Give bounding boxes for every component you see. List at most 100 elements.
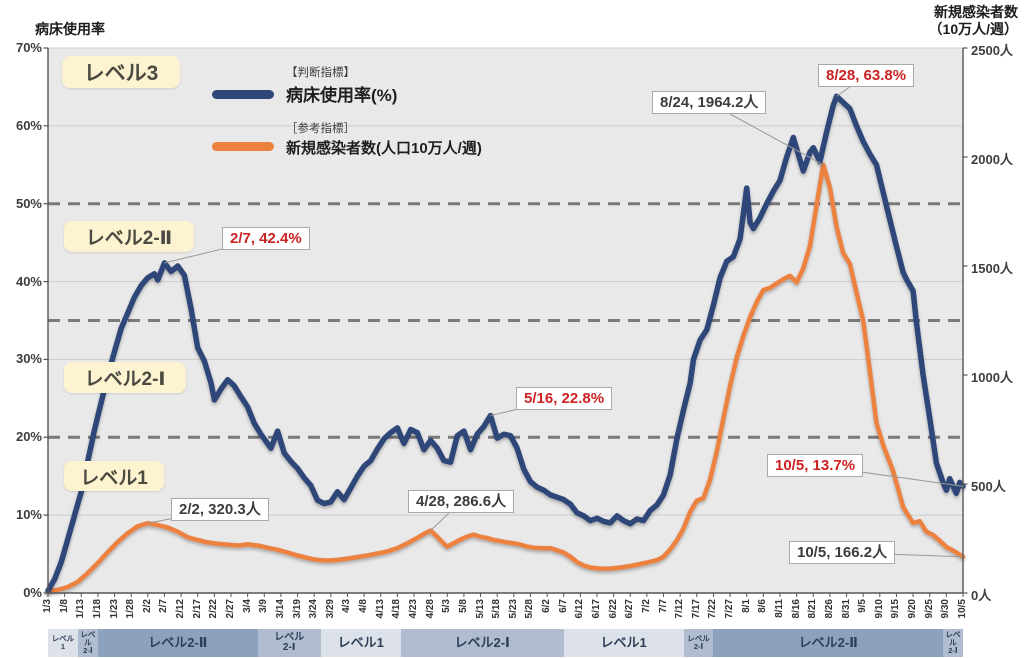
- x-axis-tick-label: 6/22: [607, 599, 619, 619]
- x-axis-tick-label: 6/7: [557, 599, 569, 613]
- x-axis-tick-label: 1/3: [42, 599, 53, 613]
- x-axis-tick-label: 7/7: [657, 599, 669, 613]
- x-axis-tick-label: 3/14: [274, 599, 286, 619]
- x-axis-tick-label: 3/29: [324, 599, 336, 619]
- new-cases-line-swatch: [212, 142, 274, 151]
- legend-bed-usage-label: 病床使用率(%): [286, 86, 398, 105]
- x-axis-tick-label: 5/13: [474, 599, 486, 619]
- annotation-10/5-bed: 10/5, 13.7%: [767, 454, 864, 477]
- x-axis-tick-label: 7/12: [674, 599, 686, 619]
- x-axis-tick-label: 2/7: [158, 599, 170, 613]
- level-band-segment-text: 2-Ⅰ: [693, 642, 704, 651]
- x-axis-tick-label: 9/30: [940, 599, 952, 619]
- x-axis-tick-label: 8/26: [823, 599, 835, 619]
- right-axis-title-line2: （10万人/週）: [928, 20, 1018, 37]
- x-axis-tick-label: 2/2: [141, 599, 153, 613]
- level-band-segment-text: 1: [60, 642, 66, 651]
- x-axis-tick-label: 1/18: [91, 599, 103, 619]
- annotation-leader-2/2: [147, 518, 172, 524]
- x-axis-tick-label: 9/15: [890, 599, 902, 619]
- bed-usage-line-swatch: [212, 90, 274, 99]
- left-axis-tick-label: 0%: [23, 585, 42, 600]
- x-axis-tick-label: 1/28: [125, 599, 137, 619]
- x-axis-tick-label: 1/8: [58, 599, 70, 613]
- level-band-segment-レベル2-Ⅱ: レベル2-Ⅱ: [713, 629, 944, 657]
- legend-item-new-cases: ［参考指標］ 新規感染者数(人口10万人/週): [212, 120, 482, 158]
- level-label-レベル2-Ⅱ: レベル2-Ⅱ: [64, 221, 194, 252]
- level-band-segment-text: レベル: [274, 631, 305, 643]
- legend-item-bed-usage: 【判断指標】 病床使用率(%): [212, 64, 482, 106]
- annotation-4/28-inf: 4/28, 286.6人: [408, 490, 515, 513]
- x-axis-tick-label: 2/22: [208, 599, 220, 619]
- x-axis-tick-label: 6/17: [591, 599, 602, 619]
- x-axis-tick-label: 7/22: [707, 599, 719, 619]
- x-axis-tick-label: 4/28: [424, 599, 436, 619]
- x-axis-tick-label: 7/17: [690, 599, 702, 619]
- x-axis-tick-label: 4/3: [341, 599, 353, 613]
- x-axis-tick-label: 6/27: [624, 599, 636, 619]
- level-band-segment-text: 2-Ⅰ: [948, 645, 958, 655]
- x-axis-tick-label: 3/19: [291, 599, 303, 619]
- x-axis-tick-label: 4/13: [374, 599, 386, 619]
- left-axis-tick-label: 70%: [15, 40, 42, 55]
- right-axis-title-line1: 新規感染者数: [934, 4, 1018, 20]
- legend-new-cases-tag: ［参考指標］: [286, 123, 355, 135]
- annotation-10/5-inf: 10/5, 166.2人: [789, 541, 896, 564]
- x-axis-tick-label: 9/25: [923, 599, 935, 619]
- left-axis-tick-label: 60%: [15, 117, 42, 133]
- level-band-segment-text: レベル: [945, 630, 961, 648]
- x-axis-tick-label: 1/23: [108, 599, 120, 619]
- left-axis-tick-label: 50%: [15, 195, 42, 211]
- new-cases-line: [45, 162, 966, 594]
- x-axis-tick-label: 8/21: [807, 599, 819, 619]
- level-band-segment-text: レベル: [80, 630, 96, 648]
- level-label-レベル3: レベル3: [62, 56, 180, 88]
- x-axis-tick-label: 5/3: [441, 599, 453, 613]
- annotation-leader-10/5: [862, 471, 964, 487]
- level-label-レベル1: レベル1: [64, 461, 164, 491]
- level-band-segment-text: 2-Ⅰ: [83, 645, 93, 655]
- level-band-segment-text: レベル: [687, 634, 710, 644]
- right-axis-title: 新規感染者数 （10万人/週）: [929, 4, 1018, 38]
- x-axis-tick-label: 6/12: [574, 599, 586, 619]
- annotation-8/24-inf: 8/24, 1964.2人: [652, 91, 767, 114]
- left-axis-tick-label: 30%: [15, 351, 42, 367]
- x-axis-tick-label: 9/5: [857, 599, 869, 613]
- x-axis-tick-label: 8/11: [774, 599, 785, 618]
- x-axis-tick-label: 4/23: [408, 599, 419, 619]
- annotation-2/7-bed: 2/7, 42.4%: [222, 227, 310, 250]
- x-axis-tick-label: 8/1: [740, 599, 752, 613]
- annotation-5/16-bed: 5/16, 22.8%: [516, 387, 613, 410]
- left-axis-title: 病床使用率: [35, 21, 105, 37]
- bed-usage-line: [45, 93, 966, 594]
- annotation-leader-8/24: [729, 113, 824, 166]
- level-band-segment-text: 2-Ⅰ: [282, 642, 296, 653]
- x-axis-tick-label: 8/31: [840, 599, 852, 619]
- x-axis-tick-label: 5/18: [491, 599, 503, 619]
- x-axis-tick-label: 5/23: [507, 599, 519, 619]
- level-label-レベル2-Ⅰ: レベル2-Ⅰ: [64, 362, 186, 393]
- level-band-segment-レベル1: レベル1: [563, 629, 684, 657]
- legend-new-cases-label: 新規感染者数(人口10万人/週): [286, 140, 482, 157]
- x-axis-tick-label: 2/12: [175, 599, 187, 619]
- left-axis-tick-label: 20%: [15, 429, 42, 445]
- x-axis-tick-label: 2/17: [191, 599, 203, 619]
- right-axis-tick-label: 2500人: [971, 43, 1013, 58]
- level-band-segment-text: レベル: [51, 634, 75, 644]
- right-axis-tick-label: 500人: [971, 479, 1006, 494]
- legend: 【判断指標】 病床使用率(%) ［参考指標］ 新規感染者数(人口10万人/週): [212, 64, 482, 172]
- x-axis-tick-label: 8/16: [790, 599, 802, 619]
- x-axis-tick-label: 9/10: [873, 599, 885, 619]
- legend-bed-usage-tag: 【判断指標】: [286, 67, 355, 79]
- annotation-leader-5/16: [490, 409, 517, 416]
- annotation-leader-10/5: [894, 553, 964, 558]
- right-axis-tick-label: 2000人: [971, 152, 1013, 167]
- x-axis-tick-label: 2/27: [225, 599, 236, 619]
- x-axis-tick-label: 7/2: [640, 599, 652, 613]
- x-axis-tick-label: 8/6: [757, 599, 769, 613]
- annotation-2/2-inf: 2/2, 320.3人: [171, 498, 269, 521]
- level-band-segment-レベル1: レベル1: [320, 629, 401, 657]
